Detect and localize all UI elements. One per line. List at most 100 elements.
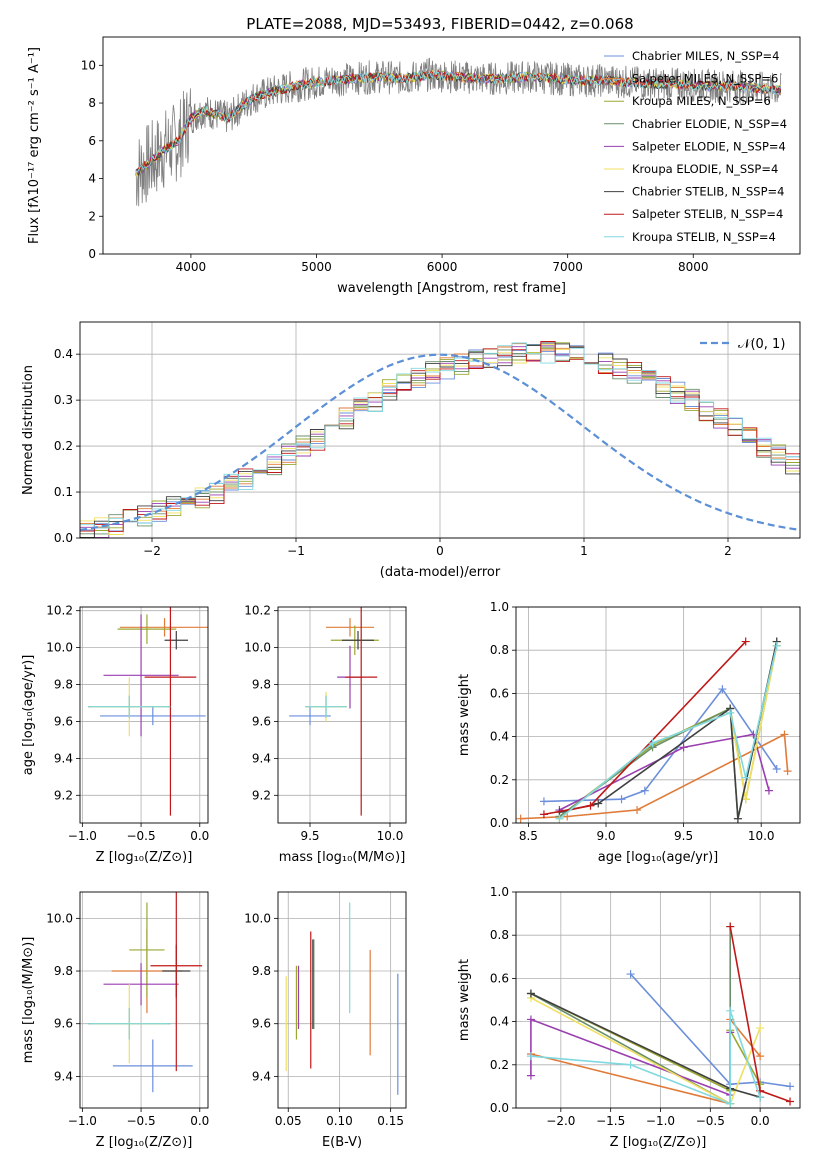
axes-frame [277, 606, 407, 824]
chart-residuals: −2 −1 0 1 2 0.0 0.1 0.2 0.3 0.4 𝒩(0, 1) (data-model… [21, 321, 801, 580]
x-tick-label: 0 [436, 544, 444, 558]
legend-entry: Kroupa MILES, N_SSP=6 [632, 94, 771, 108]
weight-point-marker [555, 814, 564, 823]
y-tick-label: 10.0 [46, 641, 73, 655]
chart-weight-vs-age: 8.5 9.0 9.5 10.0 0.0 0.2 0.4 0.6 0.8 1.0 age [log₁… [457, 600, 801, 865]
weight-point-marker [783, 767, 792, 776]
legend-entry: Chabrier MILES, N_SSP=4 [632, 49, 779, 63]
y-tick-label: 10.0 [244, 641, 271, 655]
weight-series-line [530, 992, 761, 1098]
legend: 𝒩(0, 1) [700, 337, 785, 352]
y-tick-label: 9.2 [54, 788, 73, 802]
weight-point-marker [640, 786, 649, 795]
weight-point-marker [741, 795, 750, 804]
axes-frame [515, 606, 801, 824]
plot-area [285, 902, 399, 1095]
y-tick-label: 10.2 [244, 604, 271, 618]
x-tick-label: 6000 [427, 260, 458, 274]
y-tick-label: 0.0 [54, 531, 73, 545]
y-tick-label: 9.4 [252, 751, 271, 765]
x-tick-label: 2 [724, 544, 732, 558]
weight-point-marker [741, 773, 750, 782]
weight-series-line [630, 973, 791, 1088]
y-tick-label: 10.2 [46, 604, 73, 618]
x-tick-label: 7000 [552, 260, 583, 274]
x-tick-label: −1.0 [68, 829, 97, 843]
y-tick-label: 6 [88, 134, 96, 148]
y-tick-label: 10.0 [46, 911, 73, 925]
y-tick-label: 0.2 [490, 773, 509, 787]
axes-frame [79, 321, 801, 539]
axes-frame [79, 606, 209, 824]
x-tick-label: 5000 [301, 260, 332, 274]
legend-entry: Kroupa STELIB, N_SSP=4 [632, 230, 776, 244]
weight-point-marker [772, 641, 781, 650]
y-tick-label: 2 [88, 209, 96, 223]
y-tick-label: 4 [88, 172, 96, 186]
y-tick-label: 9.8 [54, 964, 73, 978]
legend: Chabrier MILES, N_SSP=4 Salpeter MILES, N… [604, 49, 787, 244]
y-tick-label: 0.3 [54, 393, 73, 407]
y-tick-label: 1.0 [490, 885, 509, 899]
y-tick-label: 9.8 [54, 678, 73, 692]
y-tick-label: 1.0 [490, 600, 509, 614]
weight-point-marker [586, 801, 595, 810]
weight-point-marker [539, 810, 548, 819]
x-tick-label: −1 [287, 544, 305, 558]
weight-point-marker [626, 970, 635, 979]
x-axis-label: (data-model)/error [380, 565, 501, 580]
weight-point-marker [756, 1093, 765, 1102]
x-tick-label: −1.5 [596, 1114, 625, 1128]
y-tick-label: 0.2 [54, 439, 73, 453]
chart-age-vs-Z: −1.0 −0.5 0.0 9.2 9.4 9.6 9.8 10.0 10.2 Z [log₁₀(… [21, 604, 209, 865]
x-axis-label: mass [log₁₀(M/M⊙)] [279, 850, 406, 865]
x-tick-label: 0.10 [326, 1114, 353, 1128]
y-tick-label: 9.6 [54, 1017, 73, 1031]
weight-point-marker [516, 814, 525, 823]
weight-point-marker [756, 1052, 765, 1061]
x-tick-label: 9.5 [674, 829, 693, 843]
x-axis-label: age [log₁₀(age/yr)] [598, 850, 719, 865]
plot-area [516, 637, 792, 823]
y-tick-label: 9.2 [252, 788, 271, 802]
x-tick-label: 4000 [176, 260, 207, 274]
weight-point-marker [764, 786, 773, 795]
x-tick-label: 9.5 [300, 829, 319, 843]
y-tick-label: 0.0 [490, 816, 509, 830]
y-tick-label: 9.6 [54, 714, 73, 728]
x-axis-label: Z [log₁₀(Z/Z⊙)] [610, 1135, 707, 1150]
y-tick-label: 0.8 [490, 928, 509, 942]
legend-entry: Salpeter STELIB, N_SSP=4 [632, 207, 783, 221]
model-spectrum-line [135, 70, 781, 173]
weight-point-marker [679, 743, 688, 752]
y-tick-label: 9.4 [252, 1069, 271, 1083]
y-axis-label: mass [log₁₀(M/M⊙)] [21, 937, 36, 1064]
y-tick-label: 9.6 [252, 1017, 271, 1031]
weight-point-marker [726, 922, 735, 931]
y-tick-label: 0.4 [490, 1015, 509, 1029]
x-axis-label: Z [log₁₀(Z/Z⊙)] [96, 1135, 193, 1150]
residual-histogram [80, 342, 800, 538]
residual-histogram [80, 342, 800, 538]
legend-entry: 𝒩(0, 1) [738, 337, 785, 352]
plot-area [88, 892, 203, 1093]
y-tick-label: 9.8 [252, 678, 271, 692]
x-tick-label: 0.05 [275, 1114, 302, 1128]
x-axis-label: wavelength [Angstrom, rest frame] [337, 281, 566, 296]
y-tick-label: 0.6 [490, 686, 509, 700]
legend-entry: Salpeter MILES, N_SSP=6 [632, 72, 778, 86]
y-tick-label: 0 [88, 247, 96, 261]
weight-point-marker [780, 730, 789, 739]
y-tick-label: 0.2 [490, 1058, 509, 1072]
y-axis-label: mass weight [457, 959, 472, 1041]
weight-point-marker [626, 1060, 635, 1069]
residual-histogram [80, 344, 800, 535]
weight-point-marker [526, 1052, 535, 1061]
y-tick-label: 9.4 [54, 1069, 73, 1083]
y-tick-label: 0.0 [490, 1101, 509, 1115]
plot-area [135, 57, 782, 207]
x-tick-label: 8000 [678, 260, 709, 274]
weight-point-marker [733, 814, 742, 823]
y-tick-label: 8 [88, 96, 96, 110]
